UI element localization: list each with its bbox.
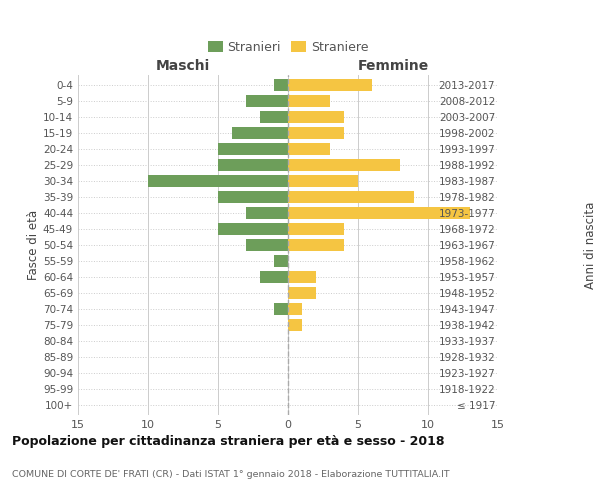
Bar [288, 191, 414, 203]
Y-axis label: Fasce di età: Fasce di età [27, 210, 40, 280]
Text: Popolazione per cittadinanza straniera per età e sesso - 2018: Popolazione per cittadinanza straniera p… [12, 435, 445, 448]
Bar [288, 175, 358, 187]
Bar [274, 303, 288, 315]
Bar [274, 255, 288, 267]
Bar [288, 143, 330, 155]
Text: Maschi: Maschi [156, 60, 210, 74]
Bar [218, 191, 288, 203]
Bar [246, 94, 288, 106]
Text: Femmine: Femmine [358, 60, 428, 74]
Bar [260, 110, 288, 122]
Bar [288, 94, 330, 106]
Bar [148, 175, 288, 187]
Bar [260, 271, 288, 283]
Bar [288, 207, 470, 219]
Bar [218, 143, 288, 155]
Bar [246, 239, 288, 251]
Bar [288, 223, 344, 235]
Bar [218, 223, 288, 235]
Text: COMUNE DI CORTE DE' FRATI (CR) - Dati ISTAT 1° gennaio 2018 - Elaborazione TUTTI: COMUNE DI CORTE DE' FRATI (CR) - Dati IS… [12, 470, 449, 479]
Bar [288, 78, 372, 90]
Bar [232, 126, 288, 138]
Bar [246, 207, 288, 219]
Bar [218, 159, 288, 171]
Bar [288, 271, 316, 283]
Bar [288, 239, 344, 251]
Bar [288, 287, 316, 299]
Legend: Stranieri, Straniere: Stranieri, Straniere [204, 37, 372, 58]
Text: Anni di nascita: Anni di nascita [584, 202, 598, 288]
Bar [288, 126, 344, 138]
Bar [288, 110, 344, 122]
Bar [288, 303, 302, 315]
Bar [288, 319, 302, 331]
Bar [274, 78, 288, 90]
Bar [288, 159, 400, 171]
